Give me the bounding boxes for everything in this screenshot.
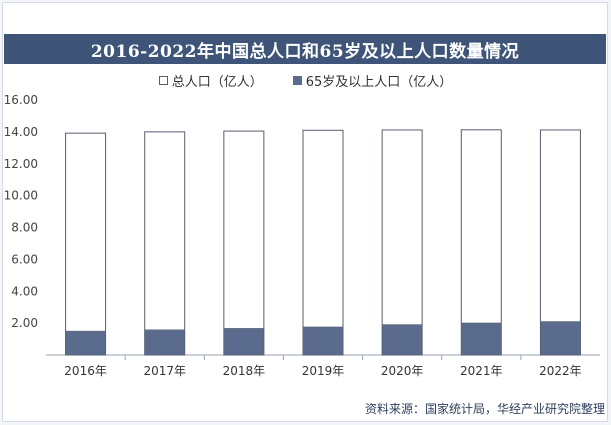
legend-swatch-aged [292,75,302,85]
x-tick-label-6: 2022年 [539,364,582,378]
bar-total-5 [460,129,502,356]
chart-title: 2016-2022年中国总人口和65岁及以上人口数量情况 [4,34,606,64]
bar-aged-1 [144,329,185,356]
legend-label-aged: 65岁及以上人口（亿人） [305,74,453,90]
bar-total-1 [144,131,186,356]
bar-aged-3 [302,326,344,356]
x-tick-label-4: 2020年 [381,364,424,378]
bar-total-3 [302,129,344,356]
y-tick-label-5: 10.00 [4,189,38,203]
y-tick-label-6: 12.00 [4,157,38,171]
legend-swatch-total [158,75,168,85]
legend-label-total: 总人口（亿人） [171,74,263,90]
bar-total-2 [223,130,265,356]
bar-total-0 [65,132,107,356]
legend-item-aged: 65岁及以上人口（亿人） [292,71,453,90]
y-tick-label-2: 4.00 [11,284,38,298]
bar-total-4 [381,129,423,356]
x-tick-label-2: 2018年 [223,364,266,378]
bar-aged-2 [223,328,265,356]
x-tick-label-3: 2019年 [302,364,345,378]
y-tick-label-7: 14.00 [4,125,38,139]
legend: 总人口（亿人） 65岁及以上人口（亿人） [0,70,611,90]
bar-total-6 [539,129,581,356]
x-tick-label-5: 2021年 [460,364,503,378]
y-tick-label-1: 2.00 [11,316,38,330]
x-tick-label-1: 2017年 [143,364,186,378]
y-tick-label-8: 16.00 [4,93,38,107]
y-tick-label-3: 6.00 [11,252,38,266]
legend-item-total: 总人口（亿人） [158,71,263,90]
x-tick-label-0: 2016年 [64,364,107,378]
source-note: 资料来源：国家统计局，华经产业研究院整理 [364,402,605,416]
y-tick-label-4: 8.00 [11,221,38,235]
bar-aged-4 [381,324,423,356]
bar-aged-0 [65,330,106,356]
bar-aged-6 [540,321,581,356]
bar-aged-5 [461,322,502,356]
